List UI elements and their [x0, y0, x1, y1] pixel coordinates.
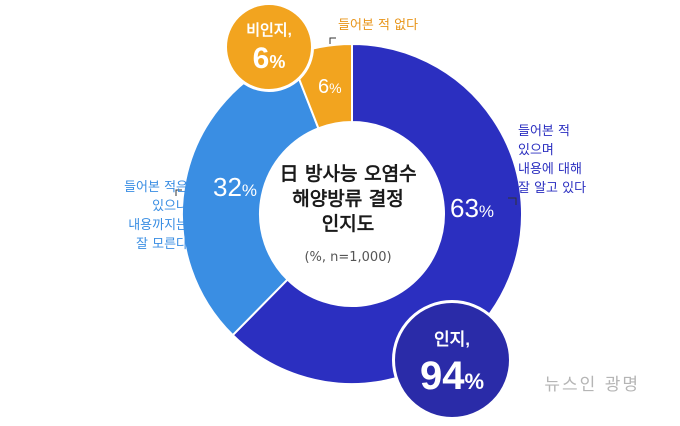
watermark: 뉴스인 광명 — [544, 375, 640, 395]
slice-label-partial-line-4: 잘 모른다 — [136, 237, 188, 252]
slice-label-partial-line-1: 들어본 적은 — [124, 180, 188, 195]
unawareness-badge-value: 6 — [252, 42, 270, 75]
leader-never — [329, 37, 336, 44]
slice-value-aware-number: 63 — [450, 193, 479, 223]
awareness-badge-label: 인지, — [433, 330, 470, 349]
slice-value-never-number: 6 — [318, 76, 330, 98]
slice-value-aware: 63% — [450, 193, 494, 224]
chart-title-line-2: 해양방류 결정 — [292, 188, 404, 210]
slice-label-aware: 들어본 적 있으며 내용에 대해 잘 알고 있다 — [518, 122, 586, 198]
chart-title-line-1: 日 방사능 오염수 — [279, 163, 417, 185]
awareness-badge: 인지, 94% — [392, 300, 512, 420]
slice-value-partial-unit: % — [241, 181, 258, 200]
slice-value-never-unit: % — [329, 80, 342, 96]
slice-value-aware-unit: % — [478, 202, 495, 221]
slice-label-aware-line-1: 들어본 적 — [518, 124, 570, 139]
slice-value-never: 6% — [318, 76, 342, 99]
slice-label-aware-line-3: 내용에 대해 — [518, 162, 582, 177]
chart-title-line-3: 인지도 — [321, 213, 375, 235]
slice-label-partial: 들어본 적은 있으나 내용까지는 잘 모른다 — [94, 178, 188, 254]
slice-label-aware-line-2: 있으며 — [518, 143, 554, 158]
slice-label-never: 들어본 적 없다 — [338, 16, 418, 35]
unawareness-badge-label: 비인지, — [246, 22, 292, 39]
leader-partial — [175, 189, 182, 196]
unawareness-badge: 비인지, 6% — [224, 2, 314, 92]
slice-label-aware-line-4: 잘 알고 있다 — [518, 181, 587, 196]
awareness-badge-value: 94 — [419, 354, 465, 398]
chart-title: 日 방사능 오염수 해양방류 결정 인지도 — [268, 162, 428, 237]
unawareness-badge-unit: % — [269, 52, 286, 72]
awareness-badge-unit: % — [464, 369, 485, 394]
donut-hole — [260, 122, 444, 306]
chart-note: (%, n=1,000) — [304, 250, 392, 265]
slice-label-partial-line-3: 내용까지는 — [128, 218, 188, 233]
leader-aware — [508, 197, 517, 205]
slice-label-never-line-1: 들어본 적 없다 — [338, 18, 419, 33]
slice-value-partial: 32% — [213, 172, 257, 203]
slice-label-partial-line-2: 있으나 — [152, 199, 188, 214]
slice-value-partial-number: 32 — [213, 172, 242, 202]
